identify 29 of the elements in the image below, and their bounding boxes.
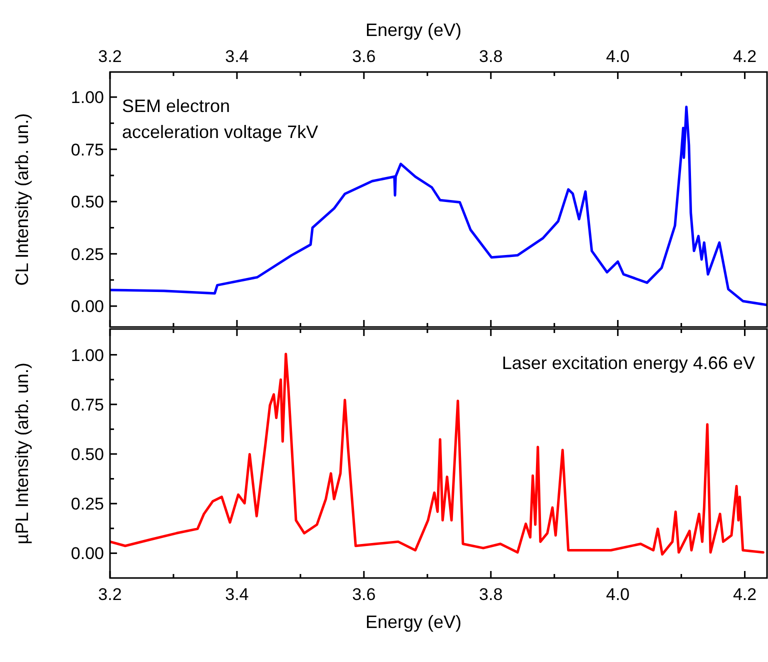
y-tick-label: 0.25 [70, 244, 104, 264]
y-tick-label: 0.00 [70, 297, 104, 316]
y-axis-title: CL Intensity (arb. un.) [12, 113, 32, 286]
x-tick-label: 4.2 [732, 585, 757, 604]
y-tick-label: 1.00 [70, 346, 104, 365]
y-tick-label: 0.75 [70, 395, 104, 414]
x-tick-label: 3.2 [98, 585, 122, 604]
x-tick-label: 3.4 [225, 585, 249, 604]
x-tick-label: 3.6 [352, 585, 376, 604]
x-tick-label: 3.8 [479, 585, 503, 604]
y-tick-label: 0.50 [70, 192, 104, 212]
y-tick-label: 1.00 [70, 88, 104, 108]
y-tick-label: 0.50 [70, 444, 104, 464]
x-tick-label: 4.0 [606, 47, 630, 66]
x-tick-label: 4.2 [732, 47, 757, 66]
x-tick-label: 3.4 [225, 47, 249, 66]
x-tick-label: 3.2 [98, 47, 122, 66]
line-series [110, 352, 764, 556]
y-axis-title: µPL Intensity (arb. un.) [12, 362, 32, 544]
x-tick-label: 3.6 [352, 47, 376, 66]
x-axis-title: Energy (eV) [365, 612, 462, 632]
y-tick-label: 0.25 [70, 494, 104, 514]
annotation: Laser excitation energy 4.66 eV [502, 353, 755, 373]
x-tick-label: 4.0 [606, 585, 630, 604]
y-tick-label: 0.75 [70, 140, 104, 160]
y-tick-label: 0.00 [70, 544, 104, 564]
annotation: SEM electron acceleration voltage 7kV [122, 96, 318, 142]
x-tick-label: 3.8 [479, 47, 503, 66]
x-axis-title: Energy (eV) [365, 20, 462, 40]
